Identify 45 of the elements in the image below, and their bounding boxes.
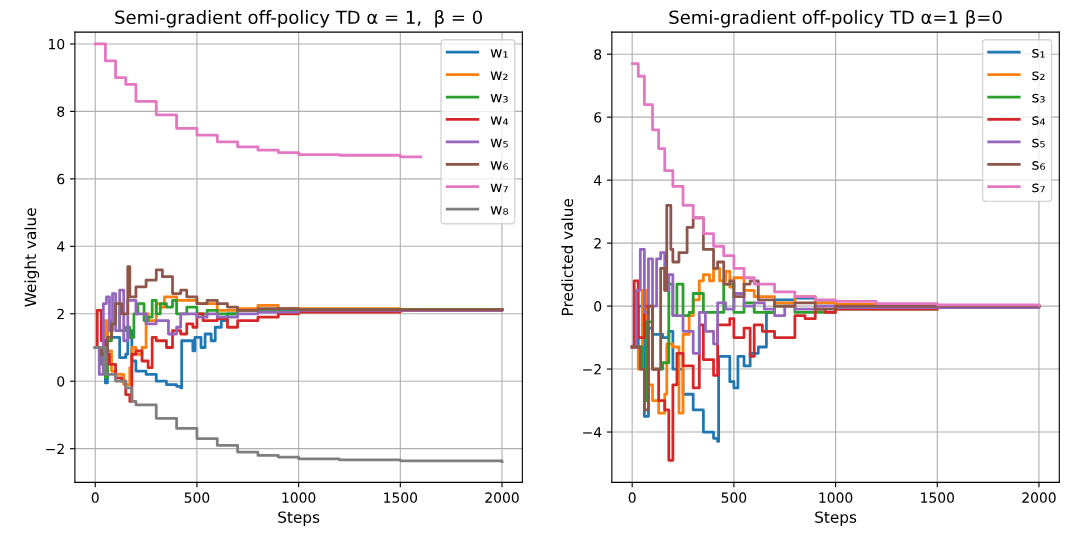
y-tick-label: −2 (46, 443, 64, 454)
legend-label: s₄ (1032, 116, 1046, 126)
x-tick-label: 500 (721, 492, 747, 503)
y-tick-label: 10 (49, 38, 65, 50)
x-axis-title: Steps (278, 511, 320, 526)
legend-label: w₇ (490, 183, 508, 193)
legend-label: w₅ (490, 138, 508, 148)
y-tick-label: 8 (57, 106, 65, 117)
y-tick-label: 2 (594, 238, 601, 249)
y-tick-label: 2 (57, 308, 64, 320)
legend-label: s₁ (1032, 48, 1045, 58)
legend-label: s₂ (1032, 71, 1045, 81)
legend-label: w₃ (490, 94, 508, 103)
legend-label: w₈ (490, 206, 509, 215)
y-axis-title: Predicted value (561, 198, 574, 315)
x-tick-label: 1500 (384, 492, 418, 503)
legend-label: s₃ (1032, 93, 1045, 103)
y-tick-label: 4 (593, 175, 602, 186)
chart-title: Semi-gradient off-policy TD α=1 β=0 (669, 9, 1002, 28)
y-axis-title: Weight value (24, 208, 40, 307)
y-tick-label: 0 (57, 376, 65, 387)
x-tick-label: 1500 (921, 492, 955, 503)
legend-label: w₆ (490, 161, 509, 170)
y-tick-label: −4 (583, 427, 602, 438)
y-tick-label: 8 (594, 49, 602, 60)
legend-label: w₂ (490, 71, 508, 80)
x-tick-label: 1000 (282, 492, 316, 503)
legend-label: s₇ (1032, 183, 1045, 193)
y-tick-label: 4 (57, 241, 65, 252)
x-tick-label: 0 (628, 492, 636, 503)
legend-label: s₆ (1032, 161, 1046, 170)
legend-label: w₁ (490, 49, 508, 58)
x-tick-label: 2000 (1022, 492, 1056, 503)
x-tick-label: 2000 (485, 492, 519, 503)
x-tick-label: 1000 (819, 492, 853, 503)
y-tick-label: 0 (594, 301, 602, 312)
y-tick-label: 6 (57, 173, 65, 185)
x-tick-label: 0 (91, 492, 99, 503)
y-tick-label: −2 (583, 364, 601, 375)
legend-label: w₄ (490, 116, 509, 125)
x-axis-title: Steps (815, 511, 857, 526)
chart-title: Semi-gradient off-policy TD α = 1, β = 0 (115, 9, 483, 28)
x-tick-label: 500 (184, 492, 210, 503)
y-tick-label: 6 (594, 112, 602, 123)
legend-label: s₅ (1032, 138, 1045, 148)
